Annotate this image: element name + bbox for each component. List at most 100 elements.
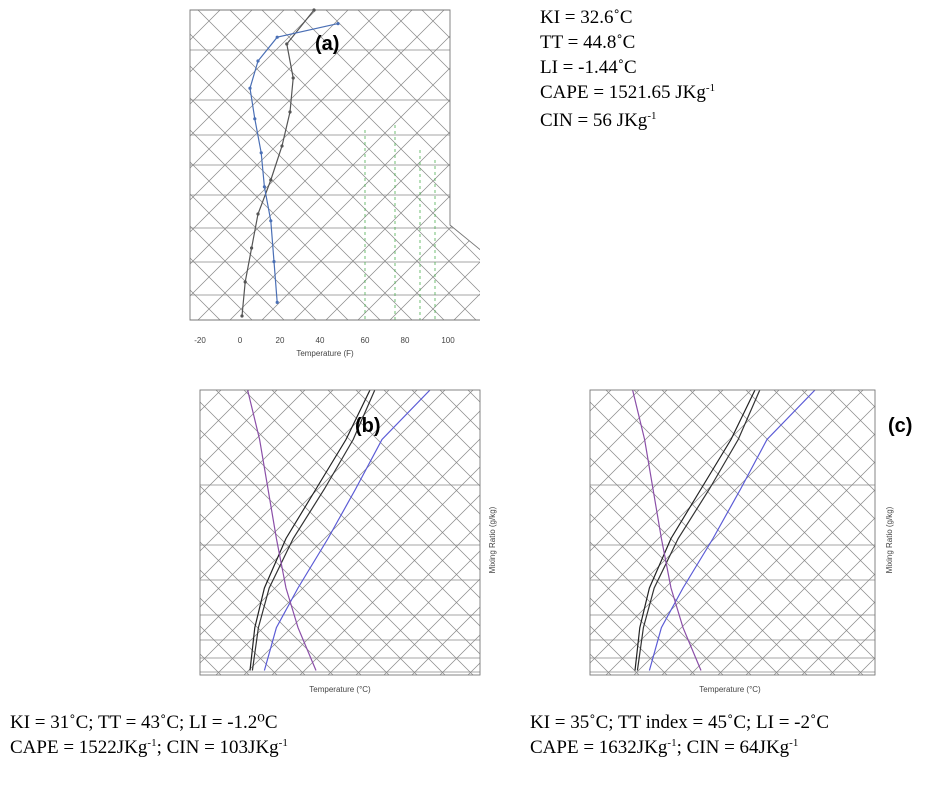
skewt-panel-a: -20 0 20 40 60 80 100 Temperature (F) (a) <box>150 0 506 370</box>
grid-line <box>150 390 193 675</box>
tt-value-a: TT = 44.8˚C <box>540 32 636 53</box>
grid-line <box>605 390 875 660</box>
data-point <box>243 280 247 284</box>
skewt-panel-b: (b) Temperature (°C) Mixing Ratio (g/kg) <box>150 370 520 700</box>
grid-line <box>453 10 505 320</box>
cape-cin-values-b: CAPE = 1522JKg-1; CIN = 103JKg-1 <box>10 737 288 758</box>
grid-line <box>590 569 696 675</box>
grid-line <box>200 653 222 675</box>
grid-line <box>389 10 505 320</box>
grid-line <box>327 390 480 543</box>
grid-line <box>355 550 480 675</box>
grid-line <box>355 390 480 515</box>
y-axis-label-right-c: Mixing Ratio (g/kg) <box>885 506 894 573</box>
ki-tt-li-values-b: KI = 31˚C; TT = 43˚C; LI = -1.2⁰C <box>10 712 278 733</box>
grid-line <box>590 390 696 496</box>
grid-line <box>357 10 505 320</box>
grid-line <box>357 10 505 320</box>
grid-line <box>190 10 285 320</box>
x-axis-label-a: Temperature (F) <box>296 349 354 358</box>
grid-line <box>411 390 480 459</box>
x-tick-label-a: 80 <box>401 336 410 345</box>
ki-value-a: KI = 32.6˚C <box>540 7 633 28</box>
series-line <box>249 23 339 303</box>
data-point <box>240 314 244 318</box>
grid-line <box>271 466 480 675</box>
data-point <box>269 178 273 182</box>
grid-line <box>914 390 940 675</box>
grid-line <box>773 390 875 492</box>
grid-line <box>190 10 253 320</box>
grid-line <box>590 390 612 412</box>
grid-line <box>200 457 418 675</box>
grid-line <box>150 10 188 320</box>
grid-line <box>389 10 505 320</box>
data-point <box>312 8 316 12</box>
grid-line <box>200 390 222 412</box>
panel-label-b: (b) <box>355 415 381 437</box>
grid-line <box>200 513 362 675</box>
x-axis-label-b: Temperature (°C) <box>309 685 371 694</box>
grid-line <box>496 390 520 675</box>
data-point <box>256 59 260 63</box>
grid-line <box>150 390 193 675</box>
grid-line <box>590 390 836 636</box>
cape-value-a: CAPE = 1521.65 JKg-1 <box>540 82 716 103</box>
grid-line <box>200 541 334 675</box>
grid-line <box>745 545 875 675</box>
grid-line <box>590 513 752 675</box>
data-point <box>285 42 289 46</box>
panel-label-a: (a) <box>315 33 339 55</box>
cape-cin-values-c: CAPE = 1632JKg-1; CIN = 64JKg-1 <box>530 737 799 758</box>
grid-line <box>745 390 875 520</box>
x-tick-label-a: 20 <box>276 336 285 345</box>
data-point <box>336 22 340 26</box>
grid-line <box>299 494 480 675</box>
grid-line <box>453 10 505 320</box>
grid-line <box>590 653 612 675</box>
chart-frame-c <box>589 389 876 676</box>
grid-line <box>590 485 780 675</box>
grid-line <box>773 573 875 675</box>
grid-line <box>299 390 480 571</box>
grid-line <box>496 390 520 675</box>
grid-line <box>421 10 505 320</box>
grid-line <box>717 390 875 548</box>
grid-line <box>590 390 808 608</box>
grid-line <box>190 10 317 320</box>
grid-line <box>383 578 480 675</box>
grid-line <box>190 10 253 320</box>
data-point <box>275 35 279 39</box>
panel-label-c: (c) <box>888 415 912 437</box>
grid-line <box>570 390 583 675</box>
grid-line <box>590 390 640 440</box>
grid-a <box>150 10 505 320</box>
grid-line <box>200 597 278 675</box>
grid-line <box>200 429 446 675</box>
grid-line <box>150 10 156 320</box>
grid-line <box>633 390 875 632</box>
grid-line <box>590 457 808 675</box>
indices-c: KI = 35˚C; TT index = 45˚C; LI = -2˚C CA… <box>530 710 829 763</box>
grid-line <box>689 390 875 576</box>
grid-line <box>590 390 724 524</box>
data-point <box>262 185 266 189</box>
grid-line <box>801 601 875 675</box>
indices-b: KI = 31˚C; TT = 43˚C; LI = -1.2⁰C CAPE =… <box>10 710 288 763</box>
grid-line <box>150 390 165 675</box>
grid-line <box>661 390 875 604</box>
x-tick-label-a: 40 <box>316 336 325 345</box>
grid-line <box>383 390 480 487</box>
series-line <box>634 390 756 671</box>
y-axis-label-right-b: Mixing Ratio (g/kg) <box>488 506 497 573</box>
grid-line <box>150 10 188 320</box>
grid-line <box>200 390 250 440</box>
x-tick-label-a: -20 <box>194 336 206 345</box>
grid-line <box>590 401 864 675</box>
data-point <box>253 117 257 121</box>
series-line <box>648 390 816 671</box>
data-point <box>269 219 273 223</box>
data-point <box>288 110 292 114</box>
grid-line <box>150 390 165 675</box>
series-line <box>636 390 761 671</box>
